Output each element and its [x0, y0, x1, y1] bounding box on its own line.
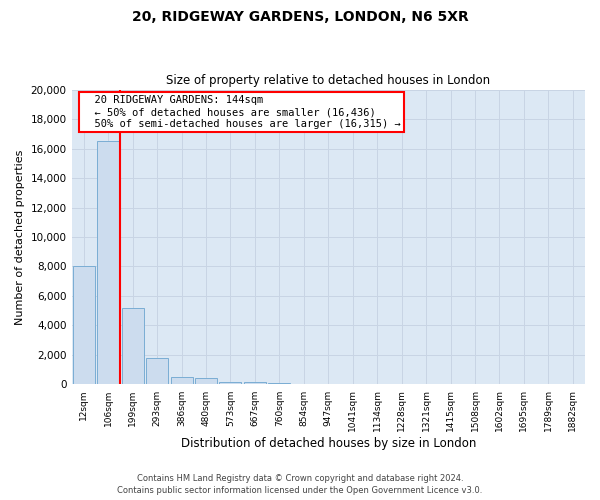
- Bar: [146, 358, 168, 384]
- Bar: [170, 377, 193, 384]
- Text: 20, RIDGEWAY GARDENS, LONDON, N6 5XR: 20, RIDGEWAY GARDENS, LONDON, N6 5XR: [131, 10, 469, 24]
- Bar: [268, 383, 290, 384]
- Bar: [244, 382, 266, 384]
- Title: Size of property relative to detached houses in London: Size of property relative to detached ho…: [166, 74, 490, 87]
- Bar: [220, 382, 241, 384]
- Bar: [73, 266, 95, 384]
- Bar: [122, 308, 143, 384]
- Text: 20 RIDGEWAY GARDENS: 144sqm
  ← 50% of detached houses are smaller (16,436)
  50: 20 RIDGEWAY GARDENS: 144sqm ← 50% of det…: [82, 96, 401, 128]
- Text: Contains HM Land Registry data © Crown copyright and database right 2024.
Contai: Contains HM Land Registry data © Crown c…: [118, 474, 482, 495]
- Y-axis label: Number of detached properties: Number of detached properties: [15, 150, 25, 324]
- X-axis label: Distribution of detached houses by size in London: Distribution of detached houses by size …: [181, 437, 476, 450]
- Bar: [195, 378, 217, 384]
- Bar: [97, 141, 119, 384]
